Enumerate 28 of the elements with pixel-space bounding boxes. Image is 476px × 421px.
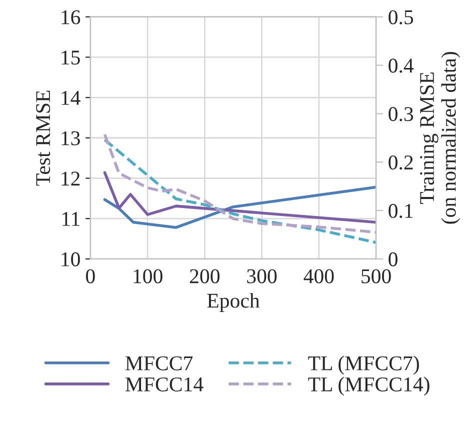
x-tick-label: 0 [86,269,95,284]
x-tick-label: 200 [190,269,220,284]
x-tick-label: 400 [304,269,334,284]
y2-tick-label: 0.1 [388,204,413,218]
x-tick-label: 300 [247,269,277,284]
line-series [103,186,376,229]
legend-label: MFCC14 [125,377,204,392]
y2-tick-label: 0.4 [388,58,414,73]
legend-label: TL (MFCC14) [308,376,430,396]
y2-tick-label: 0 [388,252,398,266]
x-tick-label: 100 [134,269,162,284]
legend-label: MFCC7 [125,356,193,370]
y2-axis-title: Training RMSE (on normalized data) [420,52,460,224]
y-tick-label: 15 [62,50,80,65]
y-tick-label: 13 [62,131,80,146]
y-tick-label: 10 [62,252,80,266]
legend-label: TL (MFCC7) [308,356,419,375]
y2-tick-label: 0.3 [388,107,414,122]
y2-tick-label: 0.2 [388,155,413,170]
y-tick-label: 11 [62,212,80,226]
line-series [103,171,376,224]
y-axis-title: Test RMSE [36,90,50,186]
y-tick-label: 12 [62,172,80,186]
y-tick-label: 14 [62,91,80,105]
y-tick-label: 16 [62,10,80,24]
x-axis-title: Epoch [207,293,260,312]
y2-tick-label: 0.5 [388,10,414,24]
x-tick-label: 500 [362,269,391,284]
